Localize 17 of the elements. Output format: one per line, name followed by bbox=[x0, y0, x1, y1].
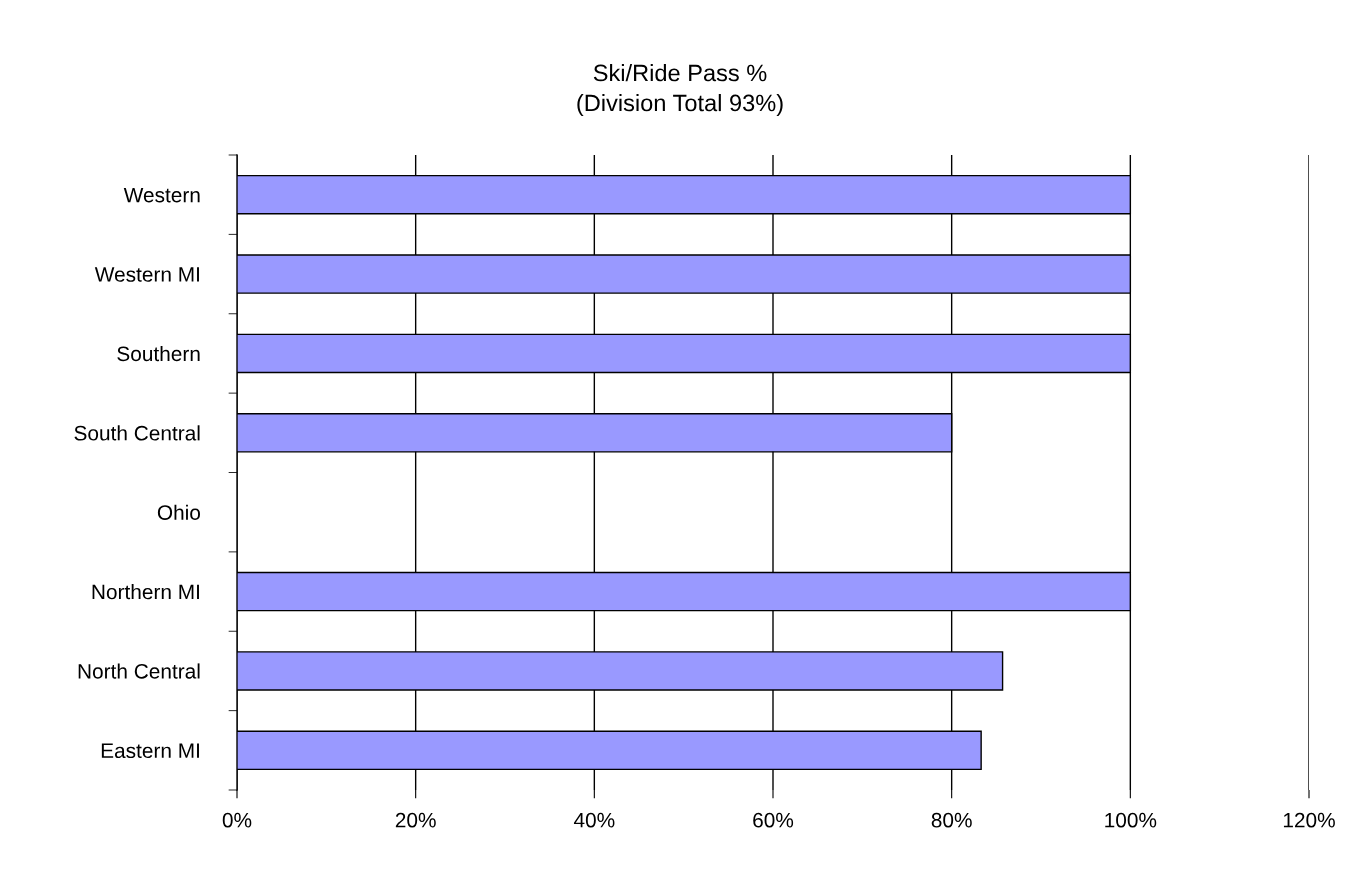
y-tick-label: Ohio bbox=[157, 504, 201, 520]
x-tick-label: 80% bbox=[931, 812, 972, 828]
chart-title: Ski/Ride Pass % bbox=[593, 64, 767, 82]
y-tick-label: South Central bbox=[74, 425, 200, 441]
y-tick-label: Northern MI bbox=[92, 584, 199, 600]
y-tick-label: North Central bbox=[78, 663, 200, 679]
y-tick-label: Western bbox=[123, 187, 200, 203]
y-tick-label: Eastern MI bbox=[101, 743, 199, 759]
x-tick-label: 0% bbox=[222, 812, 252, 828]
x-tick-label: 40% bbox=[573, 812, 615, 828]
y-tick-label: Southern bbox=[117, 345, 200, 362]
x-tick-label: 20% bbox=[395, 812, 436, 828]
y-tick-label: Western MI bbox=[94, 267, 199, 282]
x-tick-label: 100% bbox=[1105, 812, 1157, 828]
x-tick-label: 60% bbox=[753, 812, 794, 828]
chart-subtitle: (Division Total 93%) bbox=[577, 94, 783, 116]
x-tick-label: 120% bbox=[1283, 812, 1335, 828]
